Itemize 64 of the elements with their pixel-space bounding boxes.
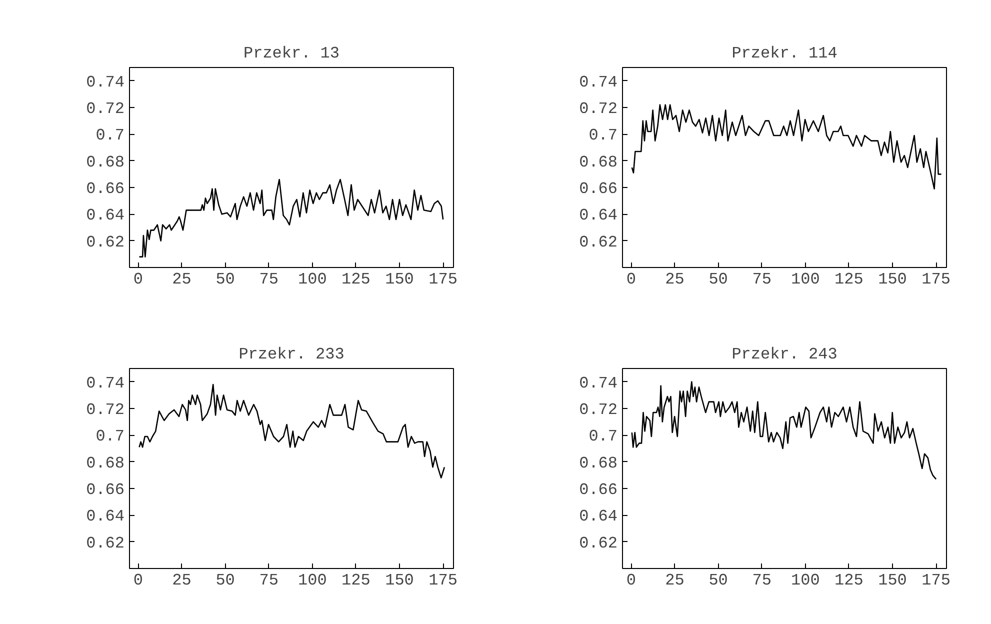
y-tick-label: 0.68 — [579, 454, 618, 472]
x-tick-label: 100 — [791, 270, 820, 288]
chart-title: Przekr. 114 — [732, 44, 838, 62]
y-tick-label: 0.72 — [579, 100, 618, 118]
y-tick-label: 0.68 — [579, 153, 618, 172]
y-tick-label: 0.66 — [579, 180, 618, 198]
x-tick-label: 150 — [878, 572, 907, 590]
x-tick-label: 175 — [428, 572, 458, 590]
y-tick-label: 0.7 — [96, 428, 125, 446]
y-tick-label: 0.62 — [86, 233, 124, 252]
x-tick-label: 100 — [298, 270, 327, 288]
x-tick-label: 125 — [834, 572, 864, 590]
x-tick-label: 50 — [708, 270, 728, 288]
chart-title: Przekr. 243 — [732, 346, 838, 364]
x-tick-label: 50 — [216, 270, 235, 288]
y-tick-label: 0.66 — [86, 180, 124, 198]
x-tick-label: 75 — [752, 270, 772, 288]
x-tick-label: 75 — [752, 572, 772, 590]
y-tick-label: 0.66 — [86, 481, 124, 499]
y-tick-label: 0.74 — [86, 73, 124, 92]
y-tick-label: 0.72 — [86, 401, 124, 419]
y-tick-label: 0.74 — [579, 73, 618, 92]
x-tick-label: 25 — [665, 270, 684, 288]
x-tick-label: 100 — [298, 572, 327, 590]
x-tick-label: 25 — [172, 270, 192, 288]
y-tick-label: 0.72 — [579, 401, 618, 419]
x-tick-label: 125 — [342, 270, 370, 288]
chart-title: Przekr. 13 — [243, 44, 340, 62]
x-tick-label: 75 — [259, 270, 278, 288]
y-tick-label: 0.7 — [588, 126, 618, 145]
x-tick-label: 0 — [626, 270, 636, 288]
y-tick-label: 0.74 — [86, 374, 124, 392]
x-tick-label: 150 — [385, 270, 414, 288]
y-tick-label: 0.7 — [96, 126, 125, 145]
x-tick-label: 0 — [133, 572, 144, 590]
x-tick-label: 125 — [834, 270, 864, 288]
x-tick-label: 175 — [428, 270, 458, 288]
x-tick-label: 75 — [259, 572, 278, 590]
y-tick-label: 0.62 — [579, 233, 618, 252]
y-tick-label: 0.72 — [86, 100, 124, 118]
x-tick-label: 25 — [172, 572, 192, 590]
x-tick-label: 50 — [216, 572, 235, 590]
x-tick-label: 125 — [342, 572, 370, 590]
y-tick-label: 0.68 — [86, 454, 124, 472]
y-tick-label: 0.62 — [579, 534, 618, 552]
y-tick-label: 0.64 — [86, 206, 124, 225]
x-tick-label: 150 — [385, 572, 414, 590]
y-tick-label: 0.7 — [588, 428, 618, 446]
x-tick-label: 0 — [133, 270, 144, 288]
y-tick-label: 0.64 — [579, 206, 618, 225]
x-tick-label: 50 — [708, 572, 728, 590]
x-tick-label: 150 — [878, 270, 907, 288]
x-tick-label: 25 — [665, 572, 684, 590]
x-tick-label: 175 — [922, 572, 950, 590]
y-tick-label: 0.62 — [86, 534, 124, 552]
y-tick-label: 0.74 — [579, 374, 618, 392]
x-tick-label: 0 — [626, 572, 636, 590]
y-tick-label: 0.64 — [579, 508, 618, 526]
y-tick-label: 0.64 — [86, 508, 124, 526]
y-tick-label: 0.68 — [86, 153, 124, 172]
chart-title: Przekr. 233 — [238, 346, 344, 364]
x-tick-label: 100 — [791, 572, 820, 590]
x-tick-label: 175 — [922, 270, 950, 288]
y-tick-label: 0.66 — [579, 481, 618, 499]
